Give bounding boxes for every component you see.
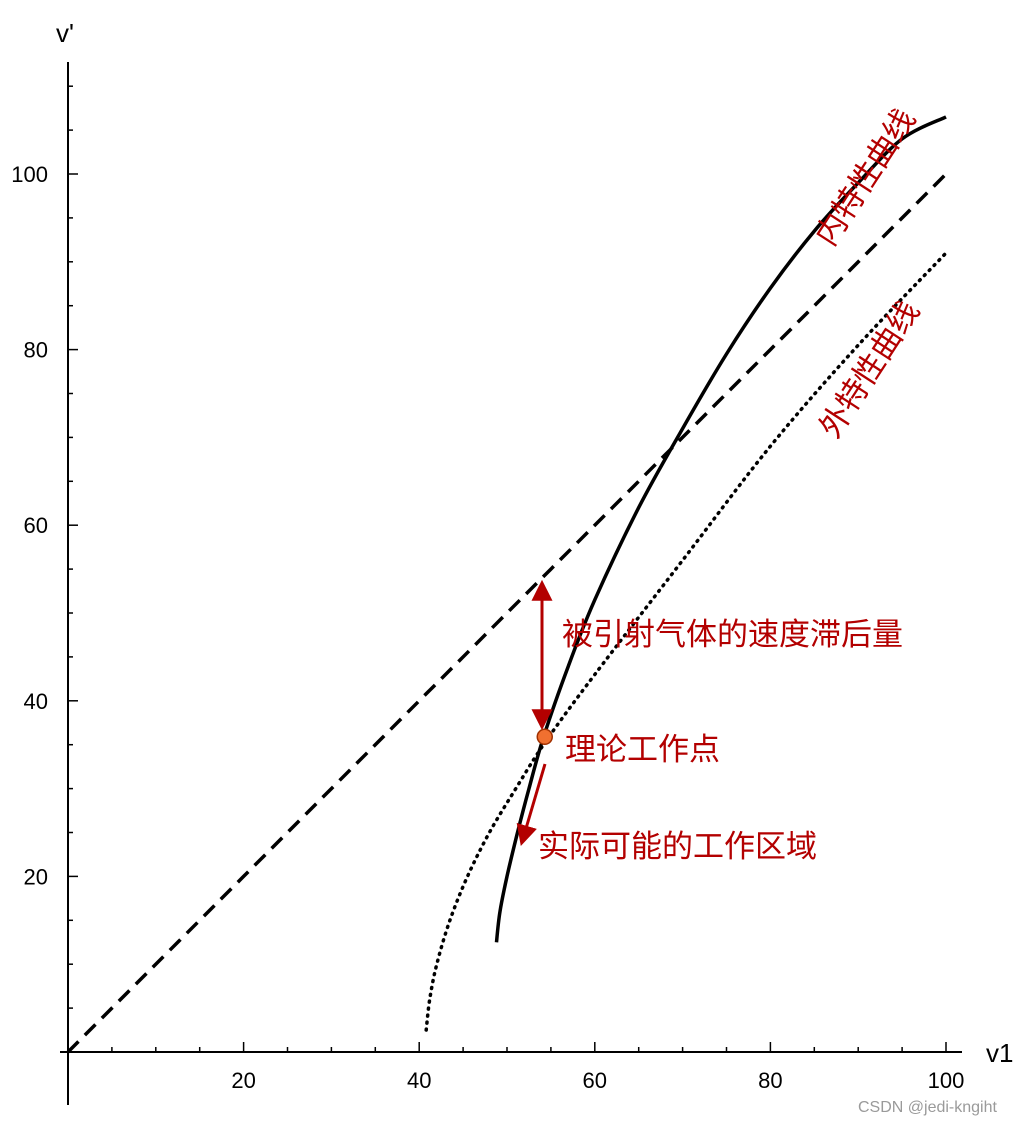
watermark: CSDN @jedi-kngiht bbox=[858, 1099, 998, 1116]
region-label: 实际可能的工作区域 bbox=[538, 829, 817, 865]
point-label: 理论工作点 bbox=[565, 732, 720, 768]
x-axis-title: v1 bbox=[986, 1038, 1013, 1068]
axes: 20 40 60 80 100 20 40 60 80 100 v1 v' bbox=[11, 18, 1013, 1105]
y-tick-label: 80 bbox=[24, 338, 48, 363]
x-tick-label: 20 bbox=[231, 1068, 255, 1093]
x-tick-label: 40 bbox=[407, 1068, 431, 1093]
outer-curve-label: 外特性曲线 bbox=[813, 295, 928, 445]
y-tick-label: 60 bbox=[24, 513, 48, 538]
y-axis-title: v' bbox=[56, 18, 74, 48]
series-solid-line bbox=[494, 115, 947, 943]
x-tick-label: 100 bbox=[928, 1068, 965, 1093]
series-layer bbox=[66, 115, 948, 1054]
annotation-layer: 内特性曲线 外特性曲线 被引射气体的速度滞后量 理论工作点 实际可能的工作区域 bbox=[516, 103, 928, 865]
y-tick-label: 40 bbox=[24, 689, 48, 714]
x-tick-label: 60 bbox=[583, 1068, 607, 1093]
y-tick-label: 100 bbox=[11, 162, 48, 187]
y-ticks: 20 40 60 80 100 bbox=[11, 85, 78, 1009]
lag-label: 被引射气体的速度滞后量 bbox=[562, 617, 903, 653]
series-dashed-line bbox=[66, 172, 948, 1054]
theoretical-operating-point bbox=[536, 728, 554, 746]
x-ticks: 20 40 60 80 100 bbox=[111, 1042, 965, 1093]
y-tick-label: 20 bbox=[24, 864, 48, 889]
region-arrow bbox=[516, 763, 547, 847]
inner-curve-label: 内特性曲线 bbox=[809, 103, 924, 253]
x-tick-label: 80 bbox=[758, 1068, 782, 1093]
